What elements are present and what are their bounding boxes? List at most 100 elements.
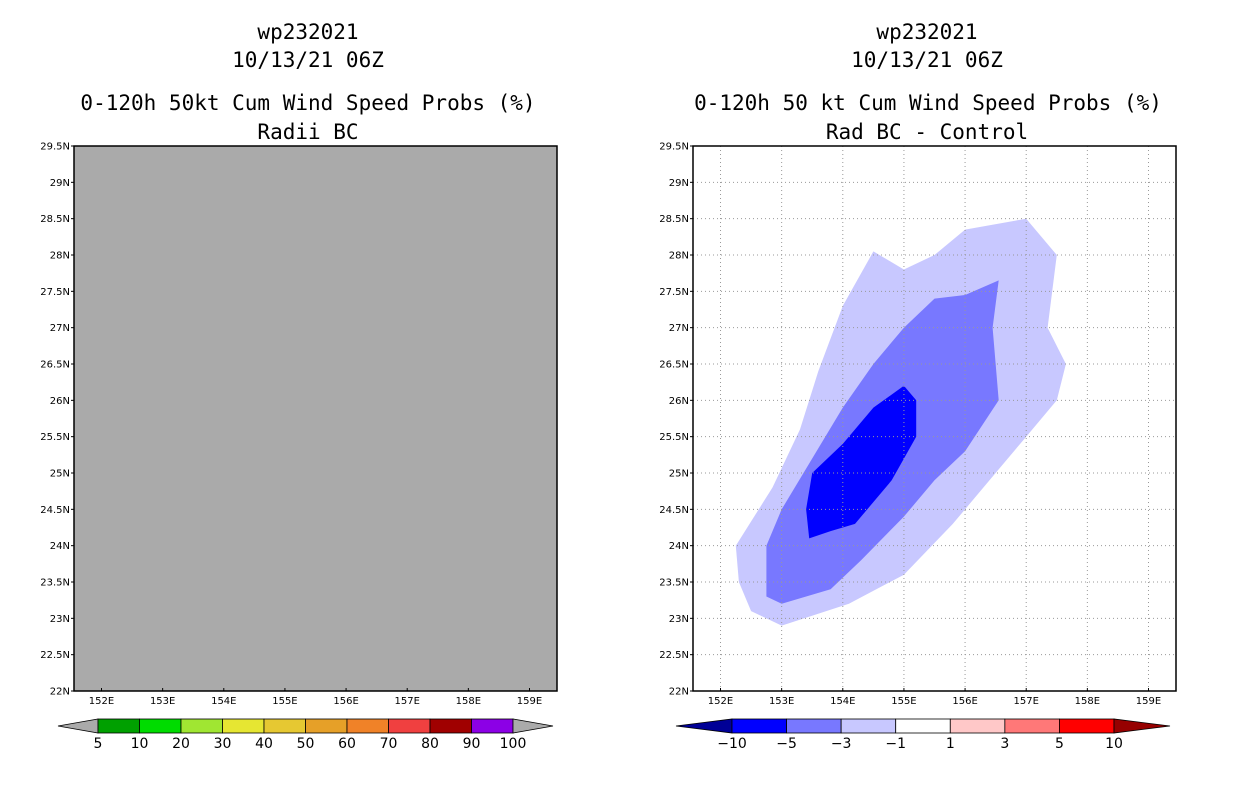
right-colorbar-label: −3 [831, 736, 852, 752]
left-x-tick-label: 153E [150, 696, 175, 707]
left-chart-subtitle: Radii BC [257, 120, 359, 144]
left-colorbar-label: 60 [338, 736, 356, 752]
left-x-tick-label: 154E [211, 696, 236, 707]
left-plot-frame [73, 145, 558, 692]
right-colorbar-box [949, 718, 1006, 734]
left-colorbar-label: 40 [255, 736, 273, 752]
left-colorbar-box [97, 718, 140, 734]
right-colorbar-box [895, 718, 951, 734]
left-colorbar-box [180, 718, 223, 734]
left-colorbar-label: 80 [421, 736, 439, 752]
right-colorbar-label: 3 [1000, 736, 1009, 752]
right-y-tick-label: 28.5N [659, 214, 689, 225]
left-x-tick-label: 156E [333, 696, 358, 707]
right-y-tick-label: 22.5N [659, 650, 689, 661]
left-y-tick-label: 23N [50, 614, 70, 625]
right-colorbar-label: 10 [1105, 736, 1123, 752]
left-y-tick-label: 27N [50, 323, 70, 334]
right-y-tick-label: 24.5N [659, 505, 689, 516]
left-x-tick-label: 157E [395, 696, 420, 707]
right-y-tick-label: 29N [669, 178, 689, 189]
left-y-tick-label: 26.5N [40, 360, 70, 371]
right-colorbar-box [786, 718, 842, 734]
right-datetime: 10/13/21 06Z [851, 48, 1003, 72]
left-x-tick-label: 159E [517, 696, 542, 707]
right-colorbar-label: 5 [1055, 736, 1064, 752]
right-chart-subtitle: Rad BC - Control [825, 120, 1029, 144]
right-chart-title: 0-120h 50 kt Cum Wind Speed Probs (%) [694, 91, 1162, 115]
right-y-tick-label: 27.5N [659, 287, 689, 298]
right-colorbar-box [731, 718, 787, 734]
right-colorbar-label: −10 [717, 736, 747, 752]
right-y-tick-label: 25N [669, 469, 689, 480]
left-y-tick-label: 29.5N [40, 142, 70, 153]
left-colorbar-label: 100 [500, 736, 527, 752]
left-colorbar-box [263, 718, 306, 734]
right-y-tick-label: 29.5N [659, 142, 689, 153]
left-chart-title: 0-120h 50kt Cum Wind Speed Probs (%) [80, 91, 536, 115]
right-y-tick-label: 28N [669, 251, 689, 262]
right-x-tick-label: 156E [952, 696, 977, 707]
right-colorbar-box [840, 718, 897, 734]
left-colorbar-label: 10 [131, 736, 149, 752]
right-plot-frame [692, 145, 1177, 692]
right-y-tick-label: 22N [669, 687, 689, 698]
right-colorbar-label: −1 [885, 736, 906, 752]
left-colorbar-label: 5 [94, 736, 103, 752]
left-colorbar-box [388, 718, 431, 734]
left-plot-background [74, 146, 557, 691]
right-y-tick-label: 24N [669, 541, 689, 552]
left-datetime: 10/13/21 06Z [232, 48, 384, 72]
left-y-tick-label: 22N [50, 687, 70, 698]
left-colorbar-max-arrow [512, 718, 554, 734]
right-x-tick-label: 159E [1136, 696, 1161, 707]
left-y-tick-label: 29N [50, 178, 70, 189]
left-colorbar-box [346, 718, 389, 734]
right-x-tick-label: 157E [1014, 696, 1039, 707]
left-y-tick-label: 24.5N [40, 505, 70, 516]
right-colorbar-label: 1 [946, 736, 955, 752]
left-y-tick-label: 22.5N [40, 650, 70, 661]
right-y-tick-label: 27N [669, 323, 689, 334]
right-x-tick-label: 153E [769, 696, 794, 707]
left-colorbar-box [305, 718, 348, 734]
left-colorbar-label: 30 [214, 736, 232, 752]
left-y-tick-label: 25.5N [40, 432, 70, 443]
right-y-tick-label: 25.5N [659, 432, 689, 443]
right-y-tick-label: 23.5N [659, 578, 689, 589]
left-y-tick-label: 24N [50, 541, 70, 552]
left-colorbar-box [222, 718, 265, 734]
left-y-tick-label: 25N [50, 469, 70, 480]
left-colorbar-label: 20 [172, 736, 190, 752]
left-colorbar-min-arrow [57, 718, 99, 734]
right-colorbar-box [1004, 718, 1060, 734]
left-colorbar-label: 50 [297, 736, 315, 752]
left-colorbar-label: 70 [380, 736, 398, 752]
left-y-tick-label: 28N [50, 251, 70, 262]
left-y-tick-label: 26N [50, 396, 70, 407]
right-x-tick-label: 158E [1075, 696, 1100, 707]
right-colorbar-max-arrow [1113, 718, 1171, 734]
left-storm-id: wp232021 [257, 20, 359, 44]
right-storm-id: wp232021 [876, 20, 978, 44]
left-y-tick-label: 27.5N [40, 287, 70, 298]
left-x-tick-label: 152E [89, 696, 114, 707]
right-contour-3 [806, 385, 917, 539]
right-y-tick-label: 26N [669, 396, 689, 407]
left-colorbar-box [429, 718, 472, 734]
left-x-tick-label: 155E [272, 696, 297, 707]
right-colorbar-box [1059, 718, 1115, 734]
right-x-tick-label: 154E [830, 696, 855, 707]
right-y-tick-label: 26.5N [659, 360, 689, 371]
left-y-tick-label: 23.5N [40, 578, 70, 589]
right-x-tick-label: 152E [708, 696, 733, 707]
left-colorbar-label: 90 [463, 736, 481, 752]
left-colorbar-box [471, 718, 514, 734]
left-y-tick-label: 28.5N [40, 214, 70, 225]
right-colorbar-min-arrow [675, 718, 733, 734]
left-x-tick-label: 158E [456, 696, 481, 707]
right-x-tick-label: 155E [891, 696, 916, 707]
right-y-tick-label: 23N [669, 614, 689, 625]
right-colorbar-label: −5 [776, 736, 797, 752]
